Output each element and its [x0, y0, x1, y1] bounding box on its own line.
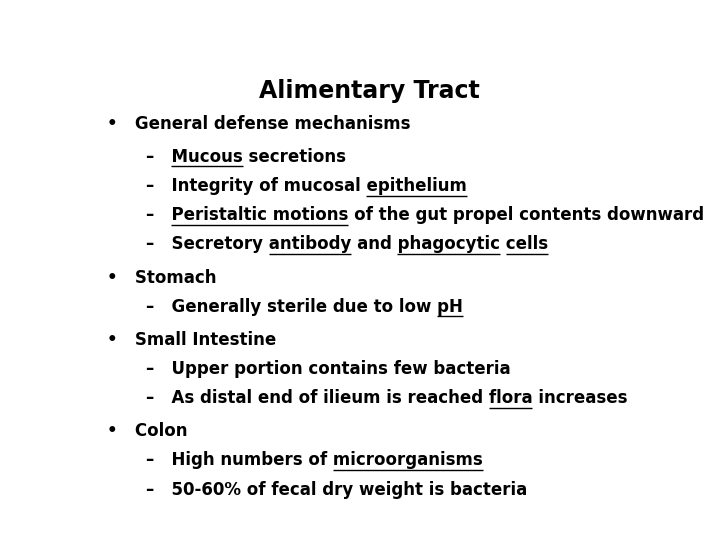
Text: –   Integrity of mucosal epithelium: – Integrity of mucosal epithelium — [145, 177, 467, 195]
Text: –   High numbers of microorganisms: – High numbers of microorganisms — [145, 451, 482, 469]
Text: •   General defense mechanisms: • General defense mechanisms — [107, 114, 410, 133]
Text: –   Mucous secretions: – Mucous secretions — [145, 148, 346, 166]
Text: –   As distal end of ilieum is reached flora increases: – As distal end of ilieum is reached flo… — [145, 389, 627, 407]
Text: •   Colon: • Colon — [107, 422, 187, 441]
Text: –   Upper portion contains few bacteria: – Upper portion contains few bacteria — [145, 360, 510, 378]
Text: –   Peristaltic motions of the gut propel contents downward: – Peristaltic motions of the gut propel … — [145, 206, 704, 224]
Text: •   Small Intestine: • Small Intestine — [107, 331, 276, 349]
Text: –   Generally sterile due to low pH: – Generally sterile due to low pH — [145, 298, 463, 316]
Text: Alimentary Tract: Alimentary Tract — [258, 79, 480, 103]
Text: •   Stomach: • Stomach — [107, 268, 216, 287]
Text: –   50-60% of fecal dry weight is bacteria: – 50-60% of fecal dry weight is bacteria — [145, 481, 527, 498]
Text: –   Secretory antibody and phagocytic cells: – Secretory antibody and phagocytic cell… — [145, 235, 548, 253]
